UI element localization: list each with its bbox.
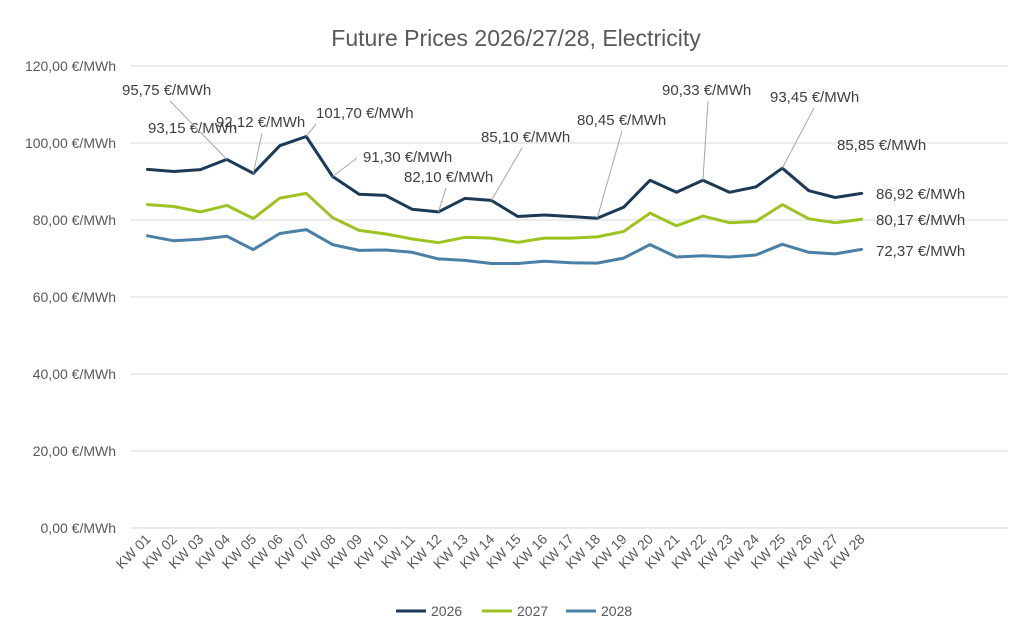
y-tick-label: 40,00 €/MWh: [33, 366, 116, 382]
data-label: 93,15 €/MWh: [148, 120, 237, 137]
y-tick-label: 60,00 €/MWh: [33, 289, 116, 305]
data-label-leader: [702, 100, 709, 181]
data-label: 85,85 €/MWh: [837, 137, 926, 154]
data-label-leader: [332, 157, 358, 177]
legend: 2026 2027 2028: [396, 603, 632, 619]
series-line-2027: [146, 191, 864, 245]
data-label: 80,17 €/MWh: [876, 212, 965, 229]
y-tick-label: 80,00 €/MWh: [33, 212, 116, 228]
legend-label-2027: 2027: [517, 603, 548, 619]
data-label-leader: [596, 130, 623, 219]
data-label-leader: [252, 132, 263, 174]
series-line-2026: [146, 135, 864, 220]
data-label: 85,10 €/MWh: [481, 129, 570, 146]
data-label-leader: [490, 147, 523, 201]
series-lines: [146, 135, 864, 265]
y-axis: 0,00 €/MWh 20,00 €/MWh 40,00 €/MWh 60,00 €/…: [25, 58, 116, 536]
data-label: 82,10 €/MWh: [404, 169, 493, 186]
data-label: 80,45 €/MWh: [577, 112, 666, 129]
data-label-leader: [305, 123, 317, 137]
y-tick-label: 100,00 €/MWh: [25, 135, 116, 151]
y-tick-label: 0,00 €/MWh: [41, 520, 116, 536]
data-label: 90,33 €/MWh: [662, 82, 751, 99]
data-label: 92,12 €/MWh: [216, 114, 305, 131]
data-labels: 93,15 €/MWh 95,75 €/MWh 92,12 €/MWh 101,70 …: [122, 82, 965, 260]
data-label-leader: [437, 187, 447, 213]
data-label: 72,37 €/MWh: [876, 243, 965, 260]
data-label: 91,30 €/MWh: [363, 149, 452, 166]
legend-label-2028: 2028: [601, 603, 632, 619]
y-tick-label: 120,00 €/MWh: [25, 58, 116, 74]
data-label-leader: [781, 107, 815, 169]
data-label: 101,70 €/MWh: [316, 105, 414, 122]
chart-title: Future Prices 2026/27/28, Electricity: [331, 25, 701, 51]
y-tick-label: 20,00 €/MWh: [33, 443, 116, 459]
gridlines: [130, 65, 1008, 529]
data-label-leader: [169, 100, 228, 160]
data-label: 93,45 €/MWh: [770, 89, 859, 106]
data-label: 95,75 €/MWh: [122, 82, 211, 99]
series-line-2028: [146, 228, 864, 265]
data-label: 86,92 €/MWh: [876, 186, 965, 203]
legend-label-2026: 2026: [431, 603, 462, 619]
